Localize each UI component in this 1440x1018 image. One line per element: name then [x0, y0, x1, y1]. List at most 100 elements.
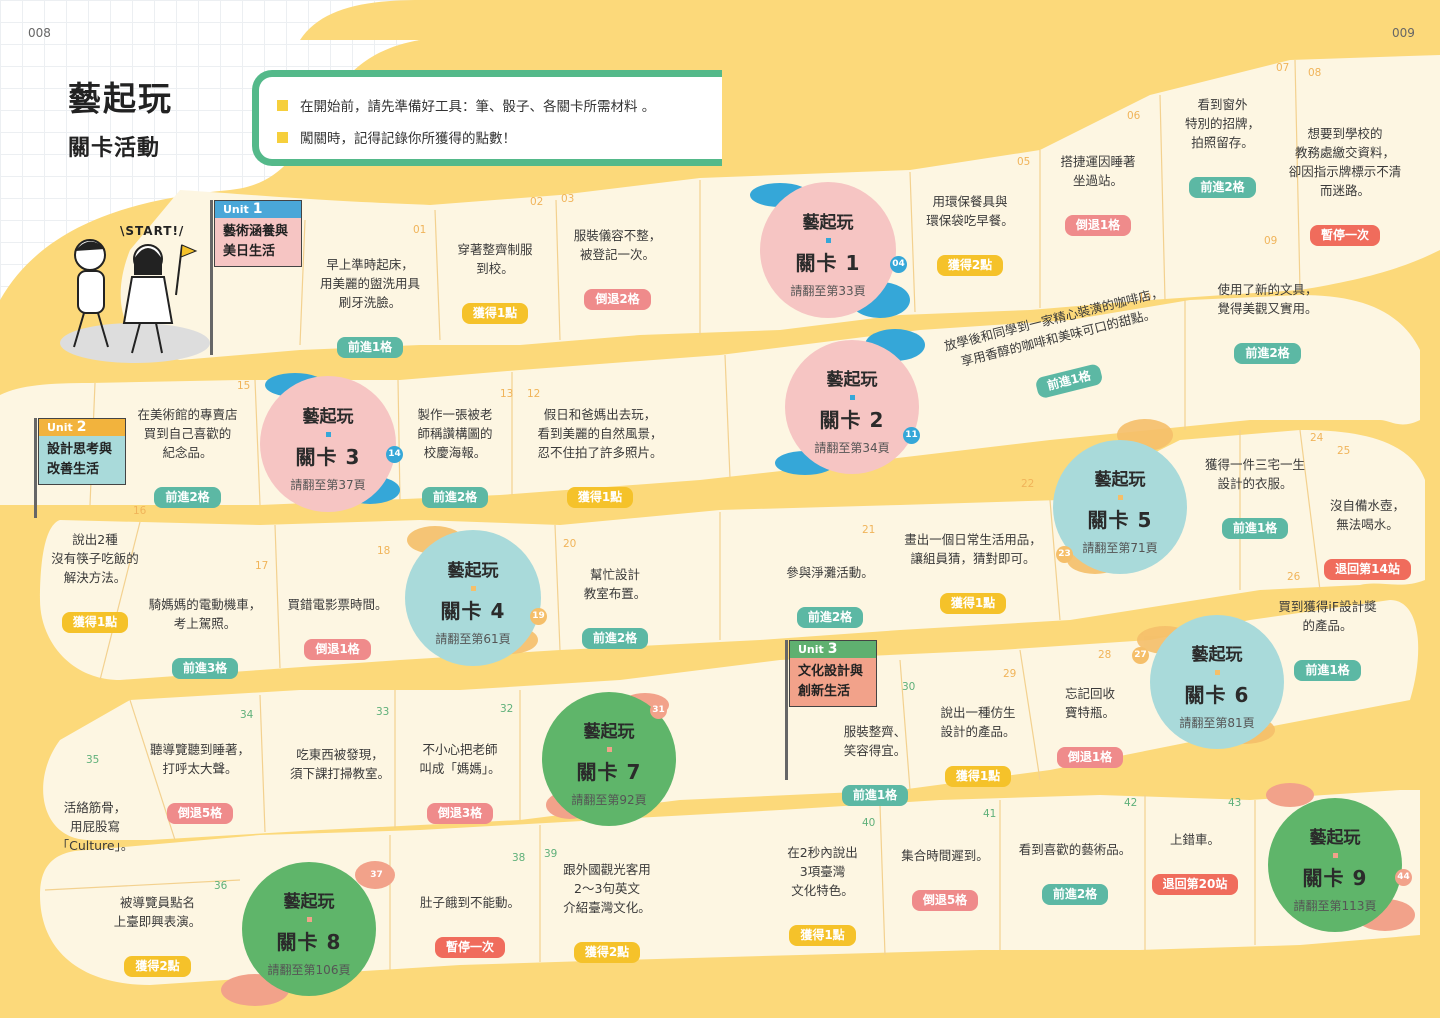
square-text: 聽導覽聽到睡著， 打呼太大聲。	[149, 742, 250, 776]
notice-item: 闖關時，記得記錄你所獲得的點數！	[277, 127, 722, 147]
square-action-badge: 前進2格	[581, 628, 649, 649]
board-square: 騎媽媽的電動機車， 考上駕照。前進3格	[140, 595, 270, 679]
level-page-ref: 請翻至第37頁	[290, 477, 366, 492]
level-name: 關卡 1	[795, 250, 861, 275]
square-text: 在美術館的專賣店 買到自己喜歡的 紀念品。	[137, 407, 238, 460]
square-text: 獲得一件三宅一生 設計的衣服。	[1204, 457, 1305, 491]
level-square-number: 44	[1395, 869, 1412, 886]
square-text: 服裝整齊、 笑容得宜。	[843, 724, 907, 758]
board-square: 看到喜歡的藝術品。 前進2格	[1010, 840, 1140, 905]
board-square: 獲得一件三宅一生 設計的衣服。前進1格	[1195, 455, 1315, 539]
square-number: 29	[1003, 668, 1017, 680]
square-action-badge: 前進2格	[154, 487, 221, 508]
board-square: 穿著整齊制服 到校。 獲得1點	[440, 240, 550, 324]
board-square: 早上準時起床， 用美麗的盥洗用具 刷牙洗臉。 前進1格	[310, 255, 430, 358]
notice-box: 在開始前，請先準備好工具：筆、骰子、各關卡所需材料 。 闖關時，記得記錄你所獲得…	[252, 70, 722, 166]
square-number: 41	[983, 808, 997, 820]
level-square-number: 37	[368, 867, 385, 884]
square-text: 上錯車。	[1169, 832, 1220, 847]
level-circle-9: 藝起玩 關卡 9 請翻至第113頁	[1268, 798, 1402, 932]
square-action-badge: 倒退3格	[426, 803, 494, 824]
square-action-badge: 獲得1點	[61, 612, 129, 633]
square-number: 22	[1021, 478, 1035, 490]
board-square: 吃東西被發現， 須下課打掃教室。	[280, 745, 400, 783]
level-circle-3: 藝起玩 關卡 3 請翻至第37頁	[260, 376, 396, 512]
start-label: \START!/	[120, 224, 185, 238]
square-action-badge: 倒退2格	[584, 289, 651, 310]
level-title: 藝起玩	[826, 370, 878, 391]
square-action-badge: 前進1格	[1294, 660, 1361, 681]
square-action-badge: 獲得1點	[939, 593, 1007, 614]
board-square: 服裝整齊、 笑容得宜。 前進1格	[820, 722, 930, 806]
board-square: 用環保餐具與 環保袋吃早餐。 獲得2點	[915, 192, 1025, 276]
board-square: 看到窗外 特別的招牌， 拍照留存。 前進2格	[1165, 95, 1280, 198]
square-number: 20	[563, 538, 577, 550]
square-text: 肚子餓到不能動。	[419, 895, 520, 910]
square-text: 穿著整齊制服 到校。	[457, 242, 533, 276]
board-square: 假日和爸媽出去玩， 看到美麗的自然風景， 忍不住拍了許多照片。 獲得1點	[520, 405, 680, 508]
square-action-badge: 退回第14站	[1324, 559, 1411, 580]
square-action-badge: 獲得1點	[789, 925, 856, 946]
board-square: 忘記回收 寶特瓶。 倒退1格	[1040, 684, 1140, 768]
level-dot-icon	[306, 917, 312, 923]
level-square-number: 11	[903, 427, 920, 444]
bullet-square-icon	[277, 99, 288, 111]
board-square: 集合時間遲到。 倒退5格	[890, 846, 1000, 911]
level-page-ref: 請翻至第106頁	[267, 963, 351, 978]
square-text: 幫忙設計 教室布置。	[583, 567, 647, 601]
square-text: 騎媽媽的電動機車， 考上駕照。	[148, 597, 262, 631]
level-square-number: 31	[650, 702, 667, 719]
title-line-1: 藝起玩	[68, 79, 173, 118]
level-circle-1: 藝起玩 關卡 1 請翻至第33頁	[760, 182, 896, 318]
square-text: 集合時間遲到。	[901, 848, 989, 863]
level-dot-icon	[606, 747, 612, 753]
square-text: 說出2種 沒有筷子吃飯的 解決方法。	[51, 532, 139, 585]
level-square-number: 14	[386, 446, 403, 463]
square-number: 05	[1017, 156, 1031, 168]
square-number: 42	[1124, 797, 1138, 809]
square-number: 10	[1138, 292, 1152, 304]
square-action-badge: 前進1格	[1221, 518, 1289, 539]
board-square: 肚子餓到不能動。 暫停一次	[400, 893, 540, 958]
level-dot-icon	[825, 237, 831, 243]
square-text: 畫出一個日常生活用品， 讓組員猜，猜對即可。	[904, 532, 1042, 566]
level-title: 藝起玩	[1191, 645, 1243, 666]
level-dot-icon	[1332, 853, 1338, 859]
square-action-badge: 前進2格	[421, 487, 489, 508]
level-dot-icon	[470, 585, 476, 591]
page-number-left: 008	[28, 26, 51, 40]
board-square: 畫出一個日常生活用品， 讓組員猜，猜對即可。獲得1點	[893, 530, 1053, 614]
title-line-2: 關卡活動	[68, 136, 161, 161]
square-text: 參與淨灘活動。	[786, 565, 874, 580]
level-page-ref: 請翻至第33頁	[790, 283, 866, 298]
level-dot-icon	[325, 431, 331, 437]
level-name: 關卡 4	[440, 598, 506, 623]
level-circle-6: 藝起玩 關卡 6 請翻至第81頁	[1150, 615, 1284, 749]
level-name: 關卡 6	[1184, 683, 1250, 708]
level-name: 關卡 9	[1302, 866, 1368, 891]
square-text: 活絡筋骨， 用屁股寫 「Culture」。	[56, 800, 134, 853]
square-number: 17	[255, 560, 269, 572]
level-title: 藝起玩	[283, 892, 335, 913]
square-action-badge: 退回第20站	[1151, 874, 1239, 895]
level-name: 關卡 5	[1087, 508, 1153, 533]
square-number: 08	[1308, 67, 1322, 79]
square-text: 看到窗外 特別的招牌， 拍照留存。	[1184, 97, 1260, 150]
board-square: 在美術館的專賣店 買到自己喜歡的 紀念品。前進2格	[125, 405, 250, 508]
square-action-badge: 倒退1格	[1064, 215, 1132, 236]
level-title: 藝起玩	[1309, 828, 1361, 849]
board-square: 說出一種仿生 設計的產品。 獲得1點	[928, 703, 1028, 787]
square-number: 12	[527, 388, 541, 400]
page-title: 藝起玩 關卡活動	[68, 72, 173, 162]
square-number: 34	[240, 709, 254, 721]
square-number: 36	[214, 880, 228, 892]
level-title: 藝起玩	[583, 722, 635, 743]
level-circle-2: 藝起玩 關卡 2 請翻至第34頁	[785, 340, 919, 474]
square-action-badge: 前進2格	[796, 607, 864, 628]
level-page-ref: 請翻至第92頁	[571, 793, 647, 808]
board-square: 沒自備水壺， 無法喝水。 退回第14站	[1315, 496, 1420, 580]
square-number: 18	[377, 545, 391, 557]
square-action-badge: 暫停一次	[1309, 225, 1380, 246]
board-square: 使用了新的文具， 覺得美觀又實用。 前進2格	[1205, 280, 1330, 364]
square-action-badge: 前進3格	[171, 658, 239, 679]
